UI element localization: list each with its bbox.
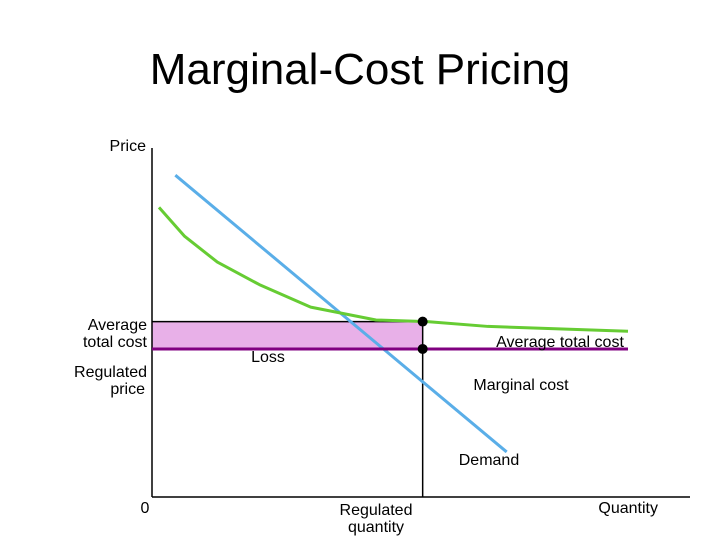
y-axis-label: Price: [110, 138, 147, 155]
demand-curve-label: Demand: [459, 452, 519, 469]
regulated-price-label-line2: price: [110, 381, 145, 398]
atc-tick-label-line2: total cost: [83, 334, 148, 351]
regulated-price-label-line1: Regulated: [74, 364, 147, 381]
x-axis-label: Quantity: [598, 500, 658, 517]
series-layer: [152, 174, 629, 454]
loss-label: Loss: [251, 349, 285, 366]
mc-curve-label: Marginal cost: [473, 377, 569, 394]
regulated-quantity-label-line1: Regulated: [340, 502, 413, 519]
chart-title: Marginal-Cost Pricing: [150, 45, 571, 94]
atc-tick-label-line1: Average: [88, 317, 147, 334]
loss-area: [152, 321, 423, 349]
average-total-cost-curve: [157, 206, 629, 333]
origin-label: 0: [141, 500, 150, 517]
mc-point: [417, 343, 428, 354]
regulated-quantity-label-line2: quantity: [348, 519, 404, 536]
atc-curve-label: Average total cost: [496, 334, 624, 351]
atc-point: [417, 316, 428, 327]
